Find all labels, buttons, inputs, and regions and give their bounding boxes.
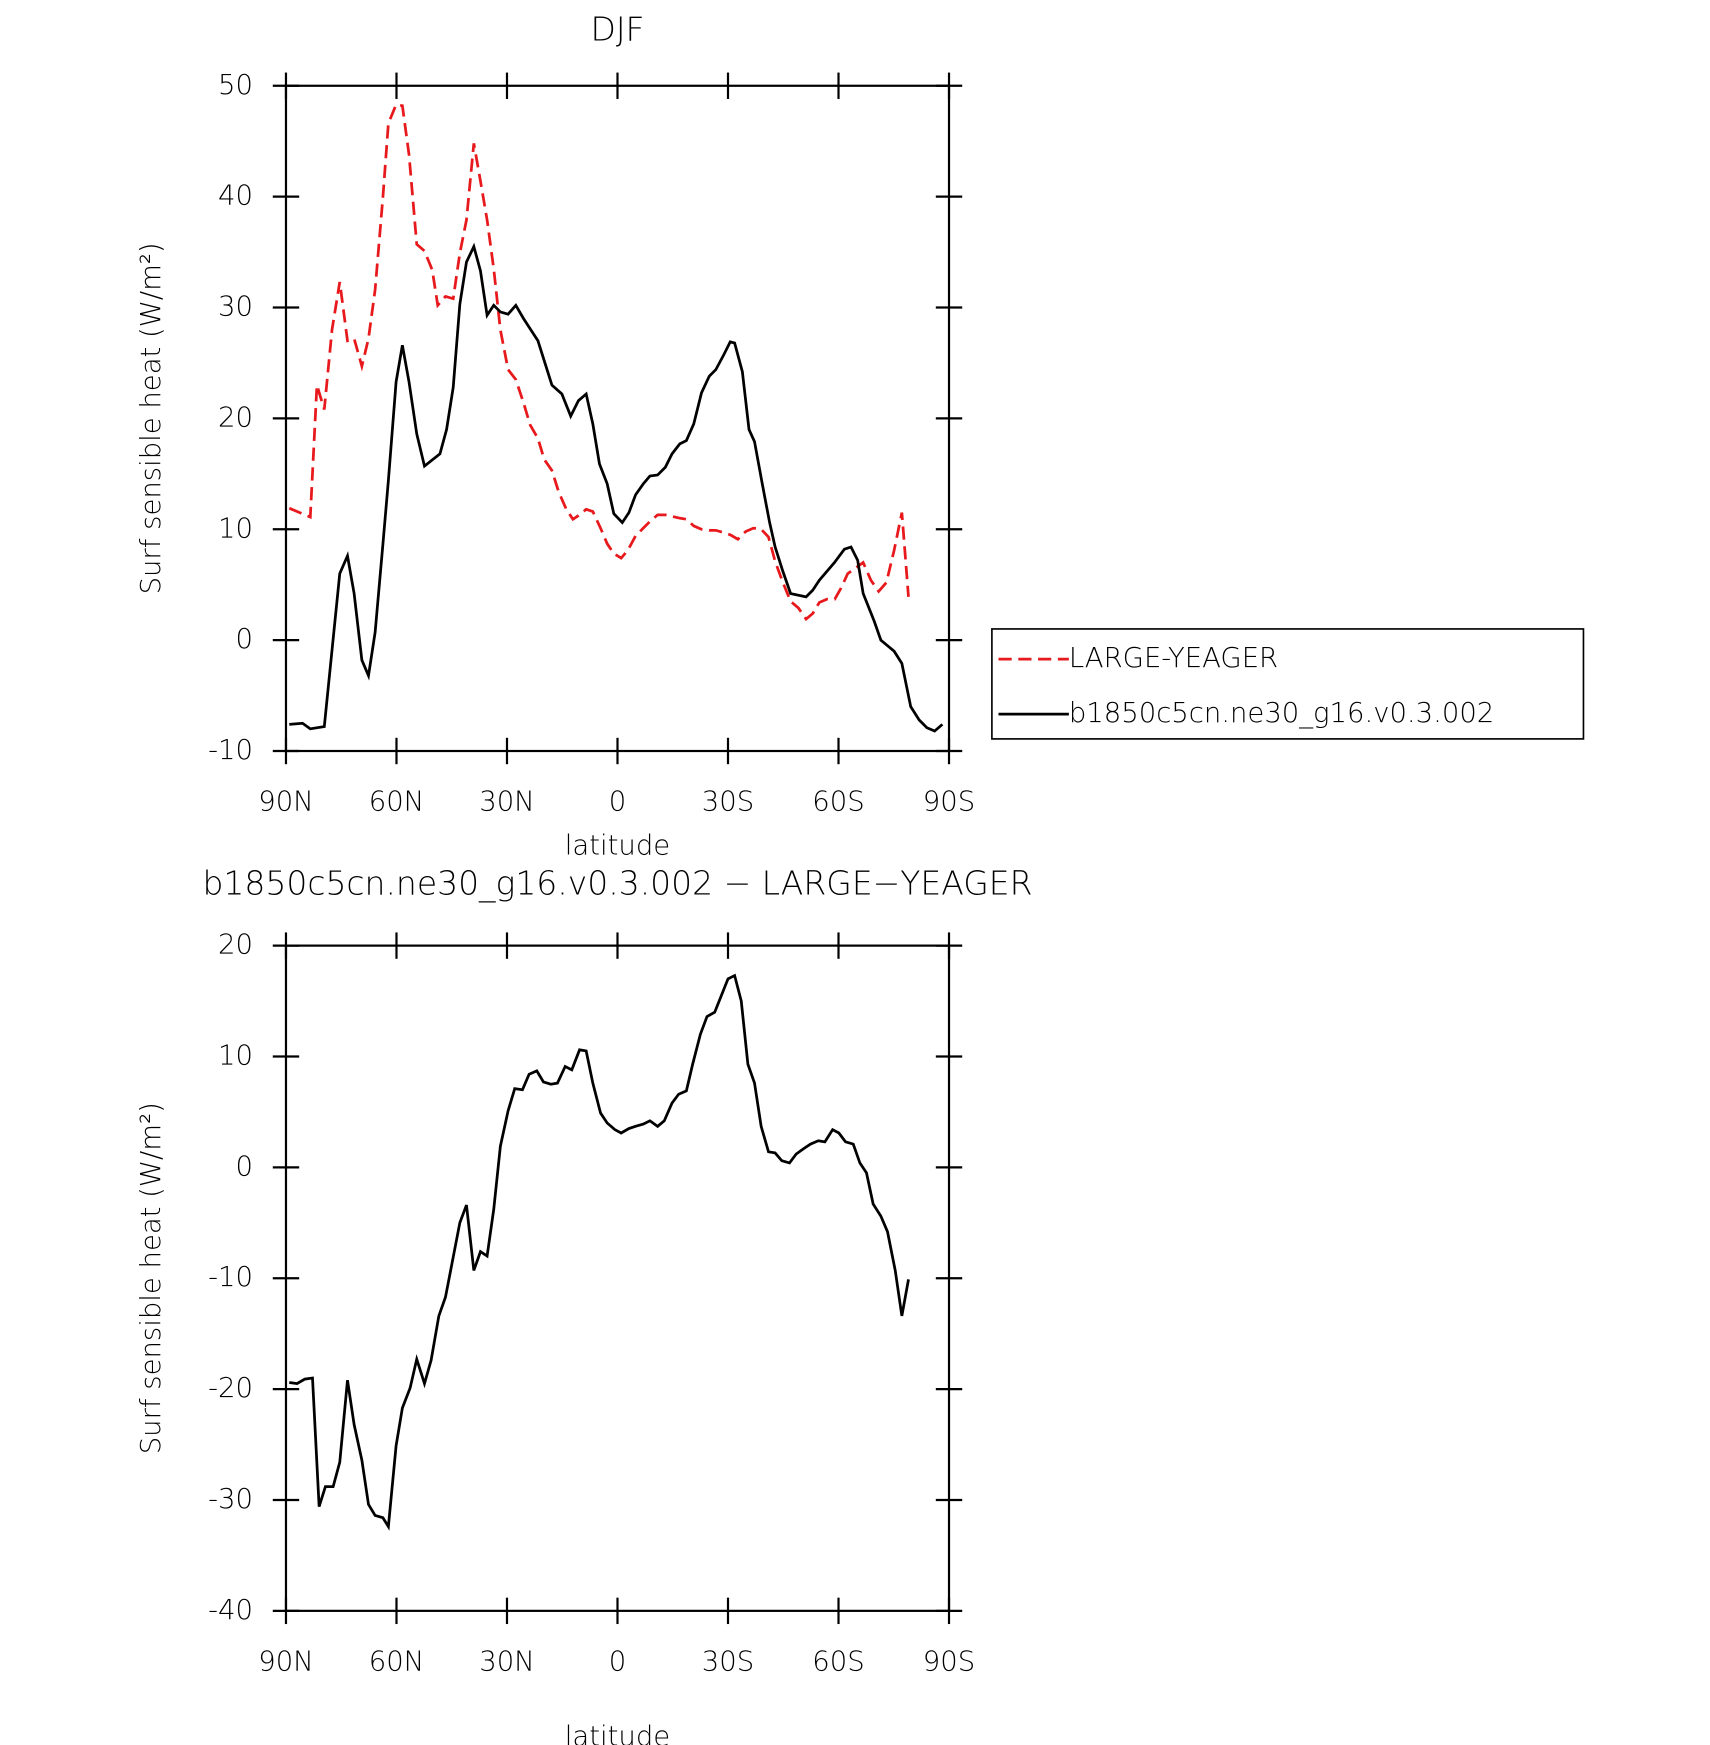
x-tick-label: 90S: [923, 1646, 975, 1678]
x-tick-label: 60N: [369, 1646, 425, 1678]
y-tick-label: 10: [218, 512, 253, 544]
x-tick-label: 60S: [812, 1646, 864, 1678]
x-tick-label: 30S: [702, 786, 754, 818]
y-tick-label: -30: [208, 1483, 253, 1515]
legend-box: [991, 628, 1585, 740]
legend-label: LARGE-YEAGER: [1069, 642, 1278, 674]
x-tick-label: 60N: [369, 786, 425, 818]
x-tick-label: 0: [609, 1646, 626, 1678]
x-axis-label: latitude: [565, 830, 670, 862]
legend-label: b1850c5cn.ne30_g16.v0.3.002: [1069, 697, 1494, 730]
y-tick-label: 40: [218, 180, 253, 212]
data-line: [289, 973, 910, 1531]
y-axis-label: Surf sensible heat (W/m²): [135, 1102, 167, 1454]
y-tick-label: 50: [218, 69, 253, 101]
x-axis-label: latitude: [565, 1720, 670, 1745]
x-tick-label: 60S: [812, 786, 864, 818]
x-tick-label: 90N: [258, 786, 314, 818]
chart-title: DJF: [590, 9, 644, 48]
data-line: [288, 103, 910, 622]
y-tick-label: 10: [218, 1039, 253, 1071]
x-tick-label: 30S: [702, 1646, 754, 1678]
y-tick-label: -10: [208, 1261, 253, 1293]
y-tick-label: -20: [208, 1372, 253, 1404]
x-tick-label: 90S: [923, 786, 975, 818]
x-tick-label: 30N: [479, 786, 535, 818]
y-axis-label: Surf sensible heat (W/m²): [135, 242, 167, 594]
plot-frame: [284, 84, 951, 753]
x-tick-label: 90N: [258, 1646, 314, 1678]
x-tick-label: 30N: [479, 1646, 535, 1678]
y-tick-label: 30: [218, 291, 253, 323]
plot-frame: [284, 944, 951, 1612]
y-tick-label: 0: [236, 623, 253, 655]
y-tick-label: -40: [208, 1594, 253, 1626]
x-tick-label: 0: [609, 786, 626, 818]
y-tick-label: 20: [218, 401, 253, 433]
chart-title: b1850c5cn.ne30_g16.v0.3.002 − LARGE−YEAG…: [202, 864, 1032, 904]
y-tick-label: -10: [208, 734, 253, 766]
y-tick-label: 20: [218, 929, 253, 961]
y-tick-label: 0: [236, 1150, 253, 1182]
data-line: [289, 242, 944, 733]
